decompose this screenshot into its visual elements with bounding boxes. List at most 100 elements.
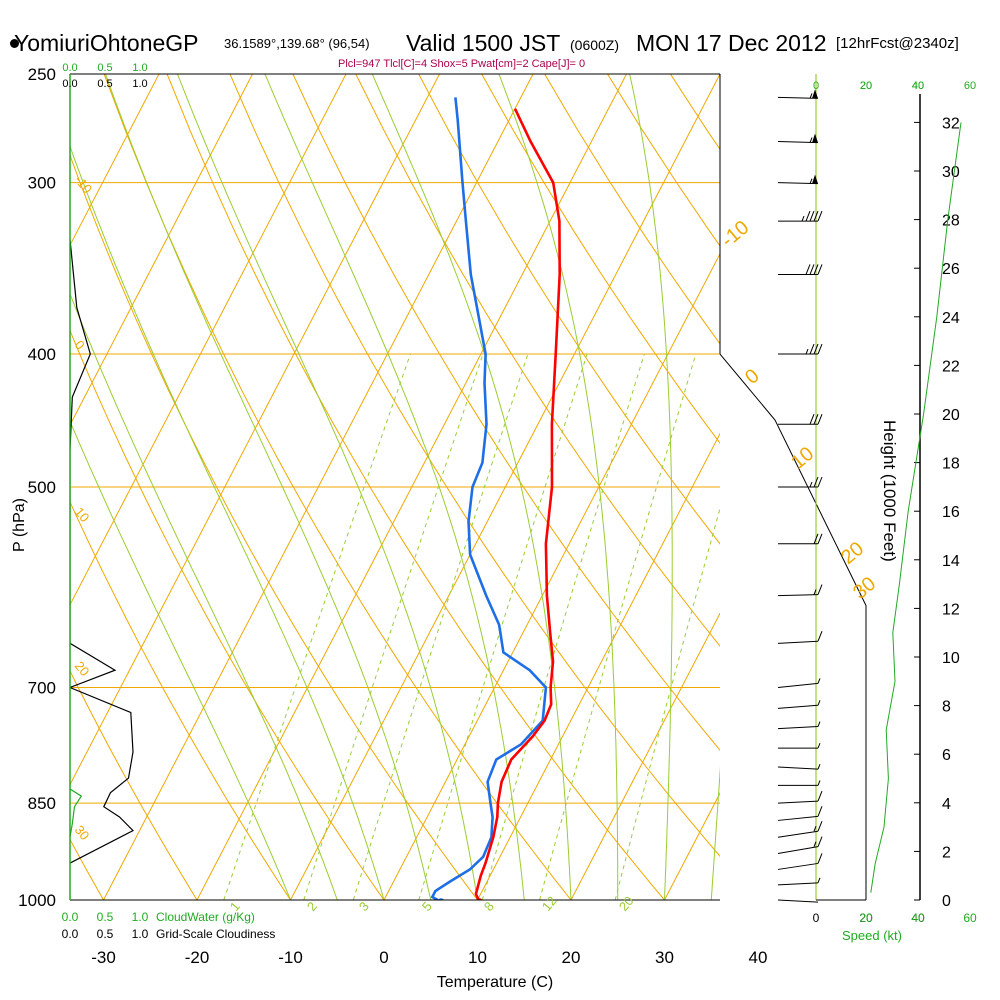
wind-barb-staff (777, 704, 819, 709)
dry-adiabat-line (733, 74, 1000, 900)
isotherm-line (383, 252, 720, 900)
isotherm-line (290, 74, 720, 900)
wind-barb-staff (777, 96, 819, 99)
wind-barb-feather (817, 631, 823, 642)
wind-barb-feather (817, 414, 823, 425)
wind-barb-feather (817, 853, 823, 864)
pressure-tick-label: 850 (28, 794, 56, 813)
wind-barb (777, 877, 821, 886)
wind-barb-feather (817, 210, 823, 222)
moist-adiabat-line (70, 145, 385, 900)
wind-barb (778, 476, 823, 488)
temperature-trace (474, 108, 562, 900)
speed-tick-green: 40 (911, 911, 925, 925)
wind-barb (778, 742, 821, 749)
wind-barb-feather (817, 790, 823, 802)
wind-barb (777, 763, 821, 770)
pressure-tick-label: 1000 (18, 891, 56, 910)
wind-barb-staff (777, 830, 819, 838)
wind-barb-staff (777, 682, 819, 688)
wind-barb-staff (777, 726, 819, 730)
wind-barb (777, 806, 823, 821)
wind-barb-feather (805, 210, 811, 222)
top-cloudwater-tick: 0.5 (97, 62, 112, 74)
valid-date: MON 17 Dec 2012 (636, 30, 827, 56)
wind-barb (778, 414, 823, 425)
wind-barb-feather (813, 533, 819, 544)
cloudwater-scale-label: CloudWater (g/Kg) (156, 910, 255, 924)
cloudwater-profile (70, 788, 83, 838)
dry-adiabat-label: 20 (72, 658, 93, 679)
wind-barb-half-feather (801, 215, 805, 222)
mixing-ratio-line (418, 353, 588, 900)
wind-barb (778, 533, 823, 545)
station-name: YomiuriOhtoneGP (14, 30, 199, 56)
speed-tick-black: 40 (911, 911, 925, 925)
wind-barb-half-feather (813, 841, 817, 847)
wind-barb (777, 133, 819, 144)
wind-barb-staff (777, 182, 819, 185)
isotherm-line (70, 74, 253, 427)
height-tick-label: 22 (942, 358, 960, 375)
wind-barb-half-feather (809, 178, 813, 184)
wind-barb-feather (817, 836, 823, 847)
moist-adiabat-line (710, 765, 720, 900)
dry-adiabat-line (70, 154, 478, 900)
wind-barb (777, 853, 823, 870)
wind-barb-half-feather (817, 763, 821, 770)
dry-adiabat-label: 30 (72, 822, 93, 843)
temperature-tick-label: 30 (655, 948, 674, 967)
cloudiness-scale-label: Grid-Scale Cloudiness (156, 927, 275, 941)
mixing-ratio-label: 8 (481, 899, 497, 914)
wind-barb (777, 836, 823, 855)
wind-barb (777, 631, 823, 644)
wind-barb (777, 89, 819, 99)
dry-adiabat-line (481, 74, 720, 444)
wind-barb-staff (777, 862, 819, 870)
wind-barb-staff (777, 815, 819, 821)
speed-top-tick-black: 0 (813, 80, 819, 92)
wind-barb-staff (777, 766, 819, 770)
wind-barb-feather (817, 584, 823, 595)
wind-barb-feather (817, 821, 823, 832)
wind-barb-feather (817, 264, 823, 275)
mixing-ratio-label: 3 (356, 899, 372, 914)
height-tick-label: 20 (942, 407, 960, 424)
temperature-axis-label: Temperature (C) (437, 974, 553, 991)
wind-barb-half-feather (809, 481, 813, 488)
valid-zulu: (0600Z) (570, 37, 620, 53)
pressure-tick-label: 400 (28, 345, 56, 364)
bottom-cloudiness-tick: 0.0 (62, 927, 79, 941)
wind-barb-staff (777, 899, 819, 903)
dry-adiabat-line (70, 669, 198, 900)
isotherm-line (945, 74, 1000, 900)
speed-top-tick-black: 40 (912, 80, 924, 92)
isotherm-label: 10 (787, 443, 818, 474)
wind-barb (777, 174, 819, 185)
pressure-axis-label: P (hPa) (11, 498, 28, 552)
isotherm-label: 20 (837, 538, 868, 569)
wind-barb-feather (817, 533, 823, 544)
wind-barb-pennant (812, 89, 818, 99)
wind-barb-staff (777, 846, 819, 855)
wind-barb-half-feather (809, 137, 813, 143)
speed-tick-black: 20 (859, 911, 873, 925)
wind-barb (777, 700, 821, 709)
bottom-cloudwater-tick: 1.0 (132, 910, 149, 924)
wind-barb-half-feather (817, 877, 821, 884)
wind-barb (777, 721, 821, 730)
height-tick-label: 24 (942, 310, 960, 327)
dry-adiabat-line (166, 74, 665, 900)
dry-adiabat-line (103, 74, 572, 900)
height-tick-label: 6 (942, 747, 951, 764)
mixing-ratio-line (223, 353, 411, 900)
moist-adiabat-line (629, 74, 673, 900)
wind-barb-feather (809, 414, 815, 425)
pressure-tick-label: 300 (28, 174, 56, 193)
temperature-tick-label: 0 (379, 948, 388, 967)
wind-barb-feather (813, 476, 819, 488)
isotherm-label: 0 (741, 365, 764, 389)
temperature-tick-label: 10 (468, 948, 487, 967)
height-tick-label: 16 (942, 504, 960, 521)
wind-barb-half-feather (817, 721, 821, 727)
